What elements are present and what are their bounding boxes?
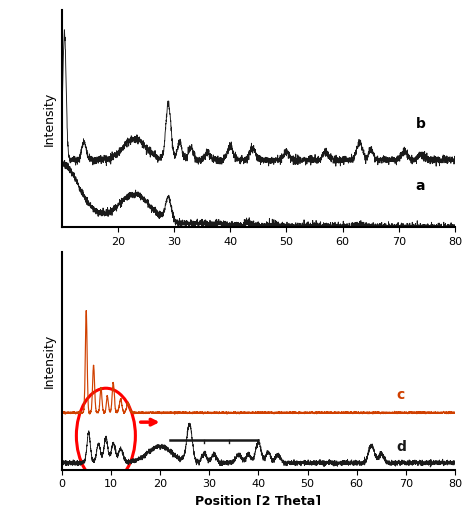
Text: c: c [396, 388, 404, 402]
Text: b: b [416, 117, 426, 131]
X-axis label: Position [2 Theta]: Position [2 Theta] [195, 495, 321, 505]
Text: a: a [416, 179, 425, 193]
Text: d: d [396, 440, 406, 453]
X-axis label: Position [2 Theta]: Position [2 Theta] [195, 252, 321, 266]
Y-axis label: Intensity: Intensity [43, 334, 56, 388]
Y-axis label: Intensity: Intensity [43, 91, 56, 146]
